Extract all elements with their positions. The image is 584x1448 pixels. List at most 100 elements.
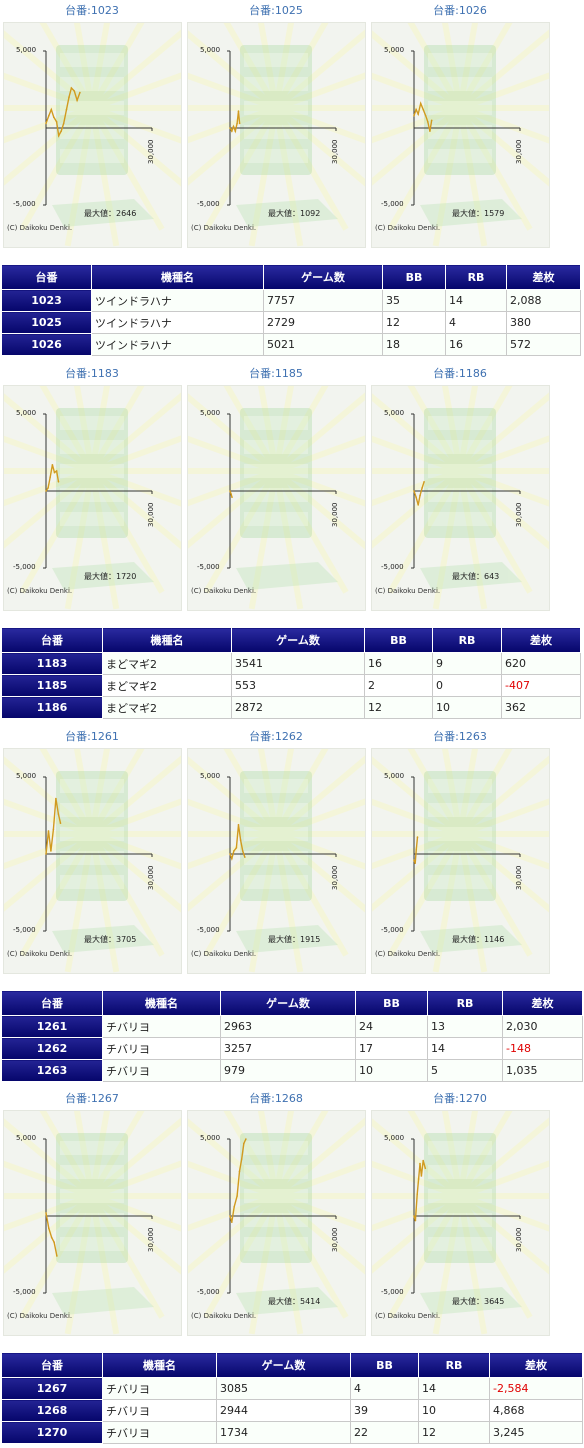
machine-number-cell[interactable]: 1026 (1, 333, 92, 356)
column-header[interactable]: ゲーム数 (231, 627, 365, 653)
graph-cell: 台番:1183 5,000 -5,000 30,000 最大値：1720 (C) Daik… (0, 363, 184, 613)
payout-point (413, 490, 415, 492)
cell-bb: 22 (350, 1421, 419, 1444)
table-row: 1023 ツインドラハナ 7757 35 14 2,088 (1, 289, 581, 312)
column-header[interactable]: ゲーム数 (263, 264, 383, 290)
machine-number-cell[interactable]: 1186 (1, 696, 103, 719)
payout-point (51, 464, 54, 466)
graph-cell: 台番:1268 5,000 -5,000 30,000 最大値：5414 (C) Daik… (184, 1088, 368, 1338)
y-tick-label-bottom: -5,000 (197, 1288, 220, 1296)
cell-diff: 2,088 (506, 289, 581, 312)
column-header[interactable]: BB (350, 1352, 419, 1378)
machine-number-cell[interactable]: 1261 (1, 1015, 103, 1038)
machine-graph-label[interactable]: 台番:1026 (433, 4, 487, 17)
payout-point (235, 847, 238, 849)
table-row: 1025 ツインドラハナ 2729 12 4 380 (1, 311, 581, 334)
machine-graph-label[interactable]: 台番:1185 (249, 367, 303, 380)
max-value-label: 最大値：1915 (268, 934, 320, 945)
payout-point (414, 1219, 417, 1222)
column-header[interactable]: RB (445, 264, 507, 290)
machine-number-cell[interactable]: 1267 (1, 1377, 103, 1400)
machine-number-cell[interactable]: 1025 (1, 311, 92, 334)
y-tick-label-top: 5,000 (384, 46, 405, 54)
column-header[interactable]: 台番 (1, 990, 103, 1016)
max-value-number: 1146 (484, 935, 505, 944)
column-header[interactable]: 機種名 (102, 627, 232, 653)
column-header[interactable]: 台番 (1, 627, 103, 653)
payout-point (413, 1215, 415, 1217)
column-header[interactable]: 差枚 (489, 1352, 583, 1378)
payout-point (416, 1193, 418, 1196)
payout-graph (372, 386, 549, 610)
machine-silhouette (420, 45, 522, 227)
column-header[interactable]: 台番 (1, 1352, 103, 1378)
column-header[interactable]: 機種名 (102, 990, 221, 1016)
machine-silhouette (420, 1133, 522, 1315)
column-header[interactable]: BB (364, 627, 433, 653)
machine-group: 台番:1023 5,000 -5,000 30,000 最大値：2646 (C) Daik… (0, 0, 584, 360)
max-value-prefix: 最大値： (84, 935, 116, 944)
machine-graph-label[interactable]: 台番:1262 (249, 730, 303, 743)
y-tick-label-top: 5,000 (200, 409, 221, 417)
payout-point (424, 114, 427, 117)
machine-graph-panel: 5,000 -5,000 30,000 (C) Daikoku Denki. (187, 385, 366, 611)
machine-graph-label[interactable]: 台番:1270 (433, 1092, 487, 1105)
column-header[interactable]: 差枚 (501, 627, 581, 653)
machine-graph-label[interactable]: 台番:1186 (433, 367, 487, 380)
column-header[interactable]: 差枚 (502, 990, 583, 1016)
column-header[interactable]: BB (355, 990, 428, 1016)
payout-point (231, 1221, 233, 1223)
payout-point (233, 1206, 235, 1208)
payout-point (420, 1175, 423, 1177)
cell-diff: 4,868 (489, 1399, 583, 1422)
column-header[interactable]: 台番 (1, 264, 92, 290)
copyright-text: (C) Daikoku Denki. (191, 224, 257, 232)
cell-rb: 0 (432, 674, 502, 697)
payout-point (419, 494, 421, 497)
column-header[interactable]: 差枚 (506, 264, 581, 290)
machine-number-cell[interactable]: 1023 (1, 289, 92, 312)
cell-diff: 380 (506, 311, 581, 334)
payout-graph (188, 749, 365, 973)
max-value-number: 3705 (116, 935, 137, 944)
machine-number-cell[interactable]: 1270 (1, 1421, 103, 1444)
machine-stats-table: 台番 機種名 ゲーム数 BB RB 差枚 1267 チバリヨ 3085 4 14 -2,584 1268… (1, 1352, 583, 1444)
machine-graph-label[interactable]: 台番:1183 (65, 367, 119, 380)
machine-number-cell[interactable]: 1263 (1, 1059, 103, 1082)
machine-graph-label[interactable]: 台番:1267 (65, 1092, 119, 1105)
machine-number-cell[interactable]: 1262 (1, 1037, 103, 1060)
machine-number-cell[interactable]: 1268 (1, 1399, 103, 1422)
payout-point (62, 122, 65, 125)
cell-rb: 12 (418, 1421, 490, 1444)
column-header[interactable]: BB (382, 264, 446, 290)
payout-graph (188, 386, 365, 610)
column-header[interactable]: ゲーム数 (220, 990, 356, 1016)
machine-number-cell[interactable]: 1183 (1, 652, 103, 675)
payout-point (47, 830, 50, 832)
payout-point (48, 1227, 50, 1230)
machine-number-cell[interactable]: 1185 (1, 674, 103, 697)
column-header[interactable]: ゲーム数 (216, 1352, 351, 1378)
payout-point (45, 1212, 47, 1214)
payout-point (48, 114, 50, 117)
column-header[interactable]: 機種名 (102, 1352, 217, 1378)
cell-bb: 10 (355, 1059, 428, 1082)
machine-silhouette (236, 45, 338, 227)
payout-point (230, 493, 232, 495)
column-header[interactable]: RB (432, 627, 502, 653)
machine-graph-label[interactable]: 台番:1025 (249, 4, 303, 17)
column-header[interactable]: RB (418, 1352, 490, 1378)
cell-bb: 2 (364, 674, 433, 697)
machine-graph-label[interactable]: 台番:1261 (65, 730, 119, 743)
column-header[interactable]: RB (427, 990, 503, 1016)
cell-diff: -2,584 (489, 1377, 583, 1400)
y-tick-label-bottom: -5,000 (13, 926, 36, 934)
column-header[interactable]: 機種名 (91, 264, 264, 290)
machine-graph-label[interactable]: 台番:1023 (65, 4, 119, 17)
machine-graph-label[interactable]: 台番:1268 (249, 1092, 303, 1105)
payout-point (237, 110, 240, 112)
payout-point (65, 108, 68, 111)
machine-graph-panel: 5,000 -5,000 30,000 (C) Daikoku Denki. (3, 1110, 182, 1336)
machine-graph-panel: 5,000 -5,000 30,000 最大値：3705 (C) Daikoku Den… (3, 748, 182, 974)
machine-graph-label[interactable]: 台番:1263 (433, 730, 487, 743)
